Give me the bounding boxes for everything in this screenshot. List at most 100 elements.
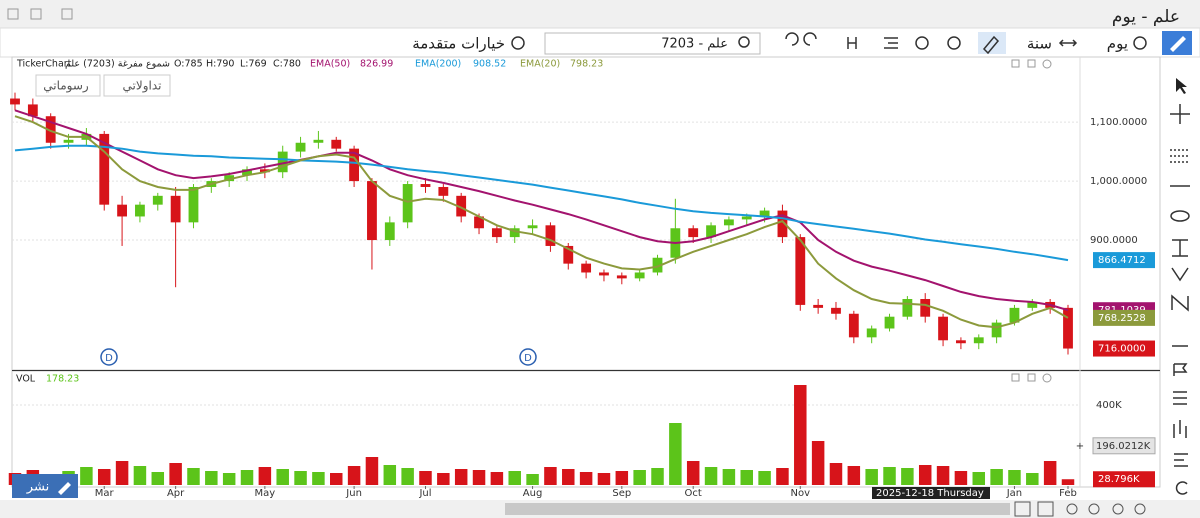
period-button[interactable]: يوم	[1107, 35, 1128, 53]
search-box[interactable]	[544, 32, 761, 55]
price-tag-label: 768.2528	[1098, 313, 1146, 324]
candle-body	[384, 222, 395, 241]
wave-tool[interactable]	[1171, 294, 1189, 312]
candle-body	[152, 195, 163, 205]
marker-circle	[100, 348, 118, 366]
candle-body	[117, 204, 127, 217]
clear-tool[interactable]	[1175, 481, 1188, 495]
panel-button[interactable]	[1011, 59, 1020, 68]
zoom-button[interactable]	[1066, 503, 1078, 515]
nav-button[interactable]	[1037, 501, 1054, 517]
draw-button[interactable]	[978, 32, 1006, 54]
window-button[interactable]	[7, 8, 19, 20]
drawings-button[interactable]	[35, 74, 101, 97]
redo-icon[interactable]	[803, 32, 817, 46]
candle-body	[99, 133, 110, 205]
candle-body	[902, 299, 913, 317]
candle-body	[277, 151, 288, 173]
volume-bar	[883, 467, 896, 485]
panel-button[interactable]	[1042, 59, 1052, 69]
volume-bar	[990, 469, 1003, 485]
volume-bar	[954, 471, 968, 485]
candle-body	[795, 237, 806, 305]
trades-button[interactable]	[103, 74, 171, 97]
tool-icon[interactable]	[884, 37, 898, 49]
price-tag	[1093, 340, 1155, 357]
range-button[interactable]: سنة	[1027, 35, 1052, 53]
volume-name: VOL	[16, 374, 36, 385]
x-tick-label: Sep	[612, 488, 631, 499]
tool-icon[interactable]	[915, 36, 929, 50]
flag-tool[interactable]	[1173, 363, 1188, 376]
settings-tool[interactable]	[1174, 453, 1188, 467]
candle-body	[545, 225, 556, 246]
window-title: علم - يوم	[1112, 7, 1180, 27]
candle-body	[848, 313, 859, 338]
zoom-button[interactable]	[1088, 503, 1100, 515]
candle-body	[813, 304, 824, 308]
panel-button[interactable]	[1011, 373, 1020, 382]
volume-bar	[240, 470, 254, 485]
advanced-options[interactable]: خيارات متقدمة	[412, 35, 505, 53]
candle-body	[723, 219, 734, 226]
panel-button[interactable]	[1027, 373, 1036, 382]
candle-body	[188, 186, 199, 223]
ema-line	[14, 109, 1069, 312]
volume-bar	[1061, 479, 1075, 485]
search-icon	[738, 36, 750, 48]
panel-button[interactable]	[1042, 373, 1052, 383]
source-label: TickerChart	[16, 59, 72, 70]
candle-body	[1063, 307, 1073, 349]
tool-icon[interactable]	[947, 36, 961, 50]
price-tag-label: 716.0000	[1098, 344, 1146, 355]
scroll-thumb[interactable]	[505, 503, 1010, 515]
ema-line	[14, 144, 1069, 262]
candle-body	[1027, 301, 1038, 308]
x-tick-label: Nov	[791, 488, 811, 499]
candle-body	[616, 275, 627, 279]
volume-bar	[472, 470, 486, 485]
ellipse-tool[interactable]	[1170, 210, 1190, 222]
dividend-marker[interactable]: D	[519, 348, 537, 366]
undo-icon[interactable]	[785, 32, 799, 46]
volume-bar	[419, 471, 432, 485]
x-tick-label: Aug	[523, 488, 543, 499]
volume-bar	[330, 473, 343, 485]
y-tick-label: 1,100.0000	[1090, 117, 1147, 128]
dividend-marker[interactable]: D	[100, 348, 118, 366]
volume-panel	[11, 370, 1161, 488]
fib-tool[interactable]	[1170, 149, 1190, 163]
volume-bar	[490, 472, 504, 485]
volume-bar	[794, 385, 807, 485]
window-button[interactable]	[61, 8, 73, 20]
window-button[interactable]	[30, 8, 42, 20]
volume-bar	[169, 463, 182, 485]
x-tick-label: Oct	[685, 488, 702, 499]
tool-icon[interactable]	[847, 37, 857, 49]
side-toolbar	[1170, 78, 1190, 495]
volume-bar	[294, 471, 307, 485]
marker-circle	[519, 348, 537, 366]
title-bar	[0, 0, 1200, 28]
candle-body	[331, 139, 342, 149]
pattern-tool[interactable]	[1171, 267, 1189, 282]
ruler-tool[interactable]	[1172, 239, 1188, 257]
list-tool[interactable]	[1173, 391, 1187, 405]
crosshair-tool[interactable]	[1170, 104, 1190, 124]
volume-bar	[1043, 461, 1057, 485]
zoom-button[interactable]	[1112, 503, 1124, 515]
volume-bar	[205, 471, 218, 485]
candle-body	[63, 139, 74, 143]
candle-tool[interactable]	[1173, 420, 1187, 438]
volume-bar	[437, 473, 450, 485]
volume-bar	[579, 472, 593, 485]
cursor-tool[interactable]	[1176, 78, 1187, 94]
panel-button[interactable]	[1027, 59, 1036, 68]
candle-body	[367, 181, 377, 241]
candle-body	[938, 316, 948, 341]
candle-body	[259, 169, 270, 173]
drawings-label: رسوماتي	[43, 79, 89, 94]
nav-button[interactable]	[1014, 501, 1031, 517]
volume-bar	[918, 465, 932, 485]
zoom-button[interactable]	[1134, 503, 1146, 515]
